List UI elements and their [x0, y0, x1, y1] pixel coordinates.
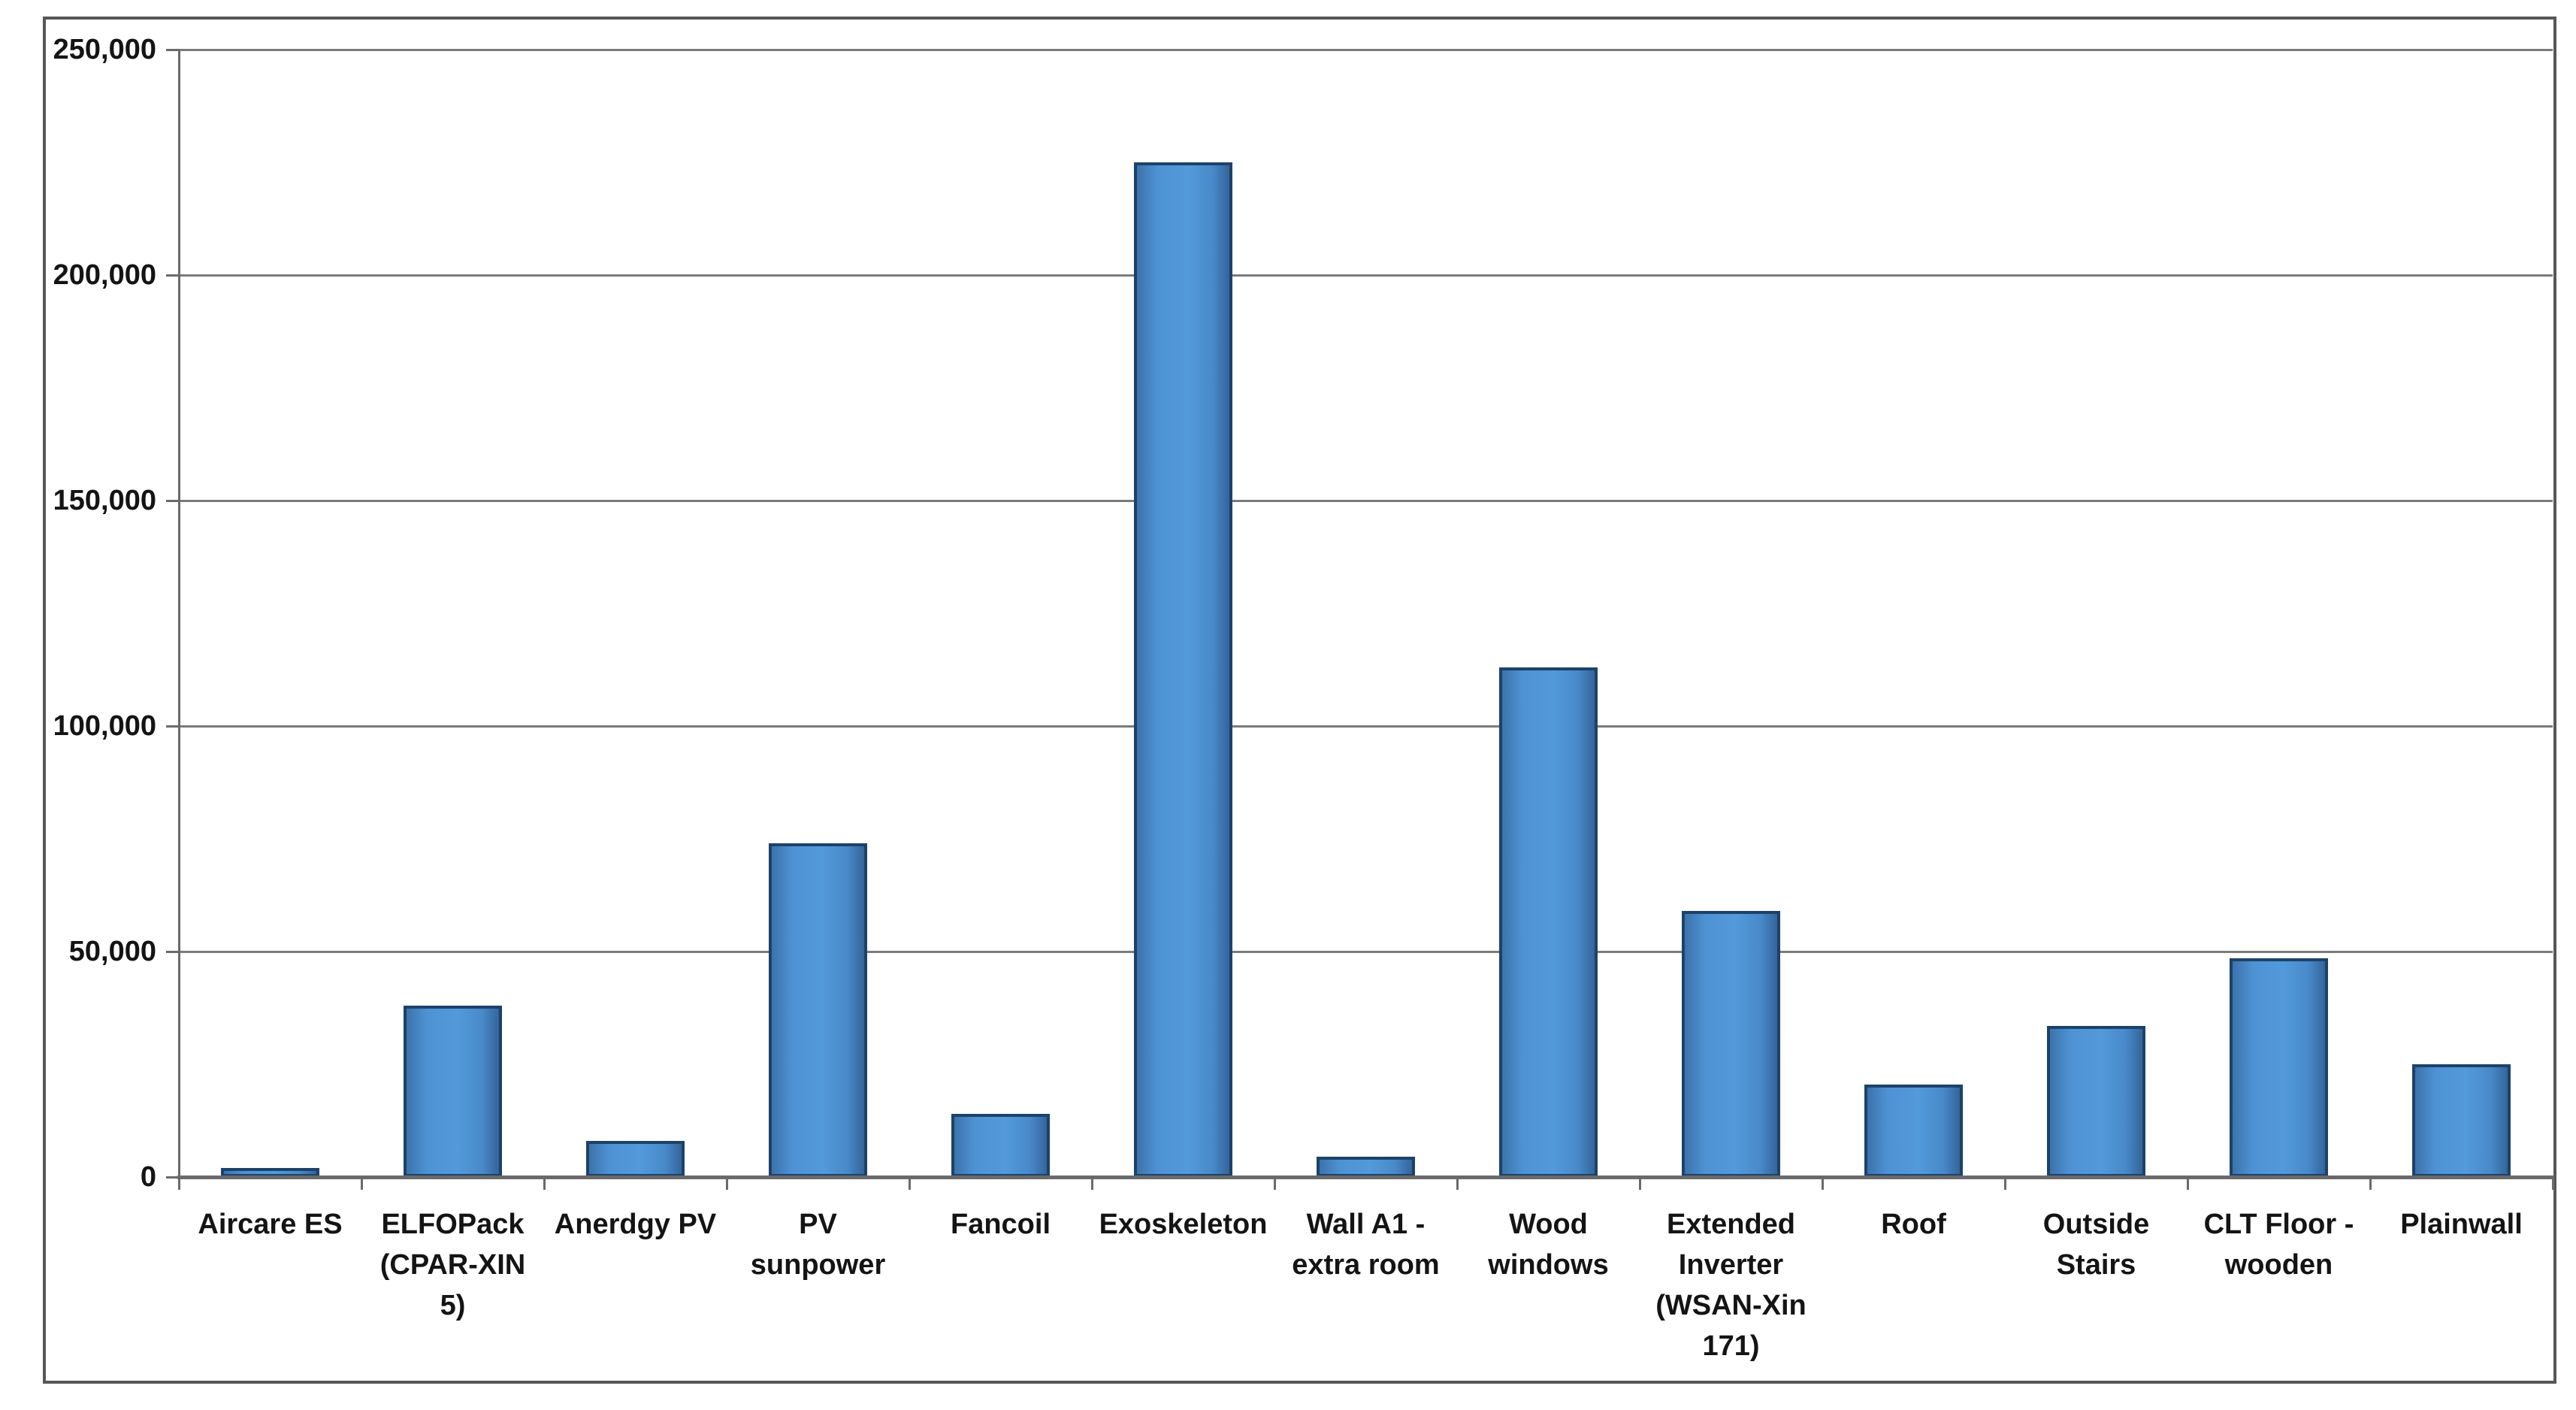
x-category-label-pv-sunpower: PV sunpower: [750, 1209, 886, 1281]
y-tick-label-50-000: 50,000: [68, 936, 156, 967]
bar-chart: 0 50,000 100,000 150,000 200,000 250,000 Airc…: [43, 17, 2556, 1384]
x-axis-tick: [1091, 1178, 1093, 1190]
gridline-150000: [179, 500, 2553, 502]
x-axis-labels: Aircare ES ELFOPack (CPAR-XIN 5) Anerdgy P…: [46, 20, 2553, 1381]
y-tick-label-150-000: 150,000: [53, 485, 156, 516]
x-category-label-aircare-es: Aircare ES: [198, 1209, 343, 1240]
x-category-label-fancoil: Fancoil: [950, 1209, 1051, 1240]
y-axis-tick: [166, 49, 179, 51]
bar-outside-stairs: [2047, 1026, 2145, 1177]
x-axis-tick: [1822, 1178, 1824, 1190]
x-axis-tick: [1456, 1178, 1459, 1190]
bar-wood-windows: [1499, 667, 1598, 1177]
bar-pv-sunpower: [769, 843, 867, 1177]
x-category-label-anerdgy-pv: Anerdgy PV: [554, 1209, 717, 1240]
bar-roof: [1864, 1085, 1963, 1177]
x-axis-tick: [178, 1178, 180, 1190]
y-axis-tick: [166, 951, 179, 953]
x-axis-tick: [2552, 1178, 2554, 1190]
bar-plainwall: [2412, 1064, 2511, 1177]
gridline-50000: [179, 951, 2553, 953]
gridlines-layer: [46, 20, 2553, 1381]
y-axis-labels: 0 50,000 100,000 150,000 200,000 250,000: [46, 20, 2553, 1381]
y-tick-label-200-000: 200,000: [53, 259, 156, 291]
gridline-100000: [179, 725, 2553, 728]
x-category-label-roof: Roof: [1881, 1209, 1946, 1240]
x-axis-tick: [1639, 1178, 1641, 1190]
x-axis-tick: [543, 1178, 546, 1190]
y-axis-tick: [166, 725, 179, 728]
x-category-label-extended-inverter-wsan-xin-171: Extended Inverter (WSAN-Xin 171): [1655, 1209, 1807, 1362]
x-category-label-wood-windows: Wood windows: [1488, 1209, 1609, 1281]
x-axis-tick: [2004, 1178, 2006, 1190]
gridline-250000: [179, 49, 2553, 51]
bar-exoskeleton: [1134, 162, 1232, 1177]
y-axis-tick: [166, 500, 179, 502]
y-axis-line: [178, 50, 180, 1177]
x-category-label-elfopack-cpar-xin-5: ELFOPack (CPAR-XIN 5): [379, 1209, 526, 1321]
bar-clt-floor-wooden: [2230, 958, 2328, 1177]
bar-fancoil: [951, 1114, 1050, 1177]
x-axis-tick: [2369, 1178, 2372, 1190]
y-axis-tick: [166, 1176, 179, 1179]
y-tick-label-0: 0: [140, 1161, 156, 1193]
x-category-label-outside-stairs: Outside Stairs: [2042, 1209, 2150, 1281]
x-axis-tick: [909, 1178, 911, 1190]
bar-extended-inverter-wsan-xin-171: [1682, 911, 1780, 1177]
x-axis-tick: [2187, 1178, 2189, 1190]
y-axis-tick: [166, 274, 179, 277]
x-category-label-clt-floor-wooden: CLT Floor - wooden: [2203, 1209, 2354, 1281]
y-tick-label-100-000: 100,000: [53, 710, 156, 742]
x-category-label-wall-a1-extra-room: Wall A1 - extra room: [1292, 1209, 1440, 1281]
x-category-label-plainwall: Plainwall: [2400, 1209, 2523, 1240]
bar-anerdgy-pv: [586, 1141, 685, 1177]
y-tick-label-250-000: 250,000: [53, 34, 156, 65]
gridline-200000: [179, 274, 2553, 277]
x-axis-tick: [1274, 1178, 1276, 1190]
bar-elfopack-cpar-xin-5: [404, 1006, 502, 1177]
x-axis-tick: [726, 1178, 728, 1190]
ticks-layer: [46, 20, 2554, 1381]
bars-layer: [46, 20, 2553, 1381]
bar-wall-a1-extra-room: [1317, 1157, 1415, 1177]
x-axis-line: [177, 1176, 2554, 1179]
x-category-label-exoskeleton: Exoskeleton: [1099, 1209, 1268, 1240]
x-axis-tick: [361, 1178, 363, 1190]
